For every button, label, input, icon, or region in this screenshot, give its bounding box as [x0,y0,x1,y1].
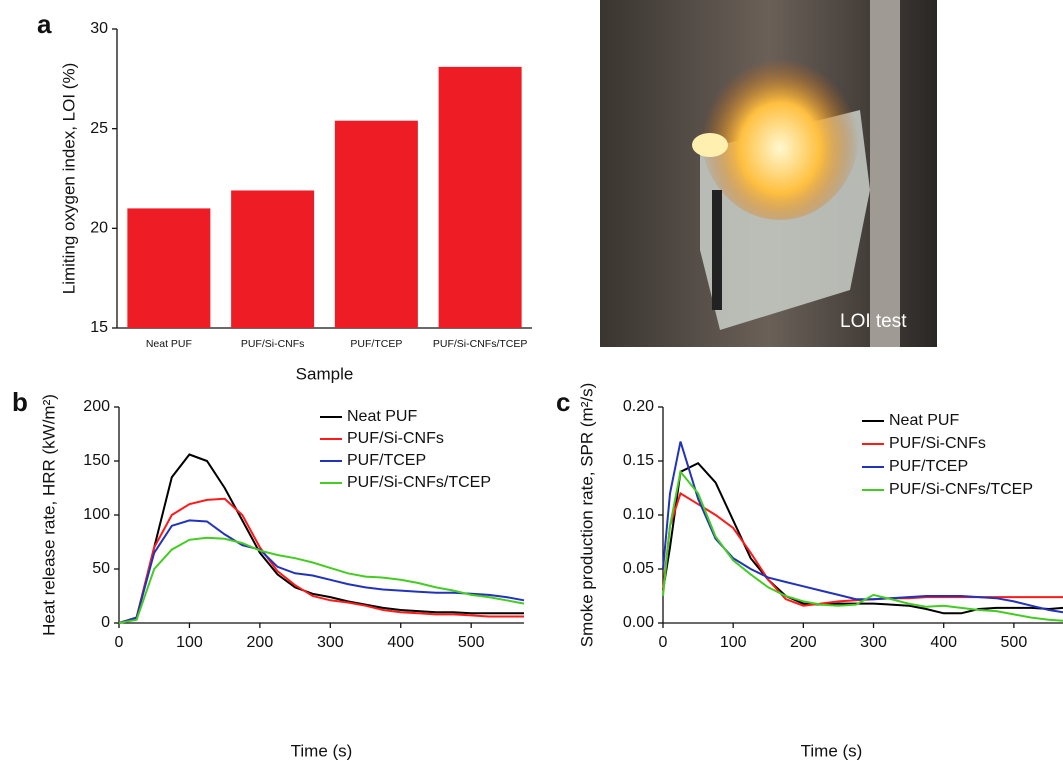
legend-label: PUF/Si-CNFs [889,435,986,452]
y-tick-label: 0.00 [623,614,654,631]
x-tick-label: 400 [387,634,414,651]
bar [334,120,418,329]
y-tick-label: 50 [92,560,110,577]
series-line [118,497,524,624]
y-axis-label: Limiting oxygen index, LOI (%) [59,63,78,295]
x-tick-label: 0 [659,634,668,651]
y-tick-label: 150 [83,452,110,469]
y-tick-label: 0.05 [623,560,654,577]
legend-label: PUF/TCEP [347,452,426,469]
series-line [662,491,1063,607]
x-axis-label: Time (s) [291,741,353,760]
photo: LOI test [600,0,937,347]
y-tick-label: 20 [90,220,108,237]
x-tick-label: Neat PUF [146,338,192,350]
legend-label: PUF/Si-CNFs/TCEP [347,474,491,491]
legend-label: PUF/TCEP [889,458,968,475]
legend-label: Neat PUF [889,412,959,429]
panel-label: a [37,9,52,39]
x-tick-label: 300 [860,634,887,651]
panel-label: b [12,387,28,417]
series-line [118,536,525,624]
x-tick-label: 500 [458,634,485,651]
x-tick-label: 100 [720,634,747,651]
series-line [118,453,524,624]
x-tick-label: 500 [1001,634,1028,651]
y-axis-label: Smoke production rate, SPR (m²/s) [577,383,596,648]
panel-label: c [556,387,570,417]
x-tick-label: PUF/TCEP [350,338,402,350]
y-tick-label: 200 [83,398,110,415]
y-tick-label: 0 [101,614,110,631]
series-line [662,441,1063,614]
x-tick-label: 200 [790,634,817,651]
x-tick-label: 400 [930,634,957,651]
series-line [662,469,1063,622]
photo-caption: LOI test [840,311,907,332]
series-line [118,519,525,624]
y-tick-label: 25 [90,120,108,137]
x-tick-label: PUF/Si-CNFs/TCEP [433,338,528,350]
legend-label: Neat PUF [347,408,417,425]
x-tick-label: 200 [247,634,274,651]
legend-label: PUF/Si-CNFs/TCEP [889,481,1033,498]
bar [438,66,522,328]
bar [231,190,315,328]
y-tick-label: 30 [90,20,108,37]
y-tick-label: 100 [83,506,110,523]
x-axis-label: Sample [296,364,354,383]
x-axis-label: Time (s) [801,741,863,760]
x-tick-label: 100 [176,634,203,651]
y-tick-label: 15 [90,319,108,336]
y-tick-label: 0.10 [623,506,654,523]
legend-label: PUF/Si-CNFs [347,430,444,447]
y-tick-label: 0.15 [623,452,654,469]
bar [127,208,211,328]
x-tick-label: 300 [317,634,344,651]
y-tick-label: 0.20 [623,398,654,415]
y-axis-label: Heat release rate, HRR (kW/m²) [39,394,58,636]
x-tick-label: 0 [115,634,124,651]
x-tick-label: PUF/Si-CNFs [241,338,305,350]
